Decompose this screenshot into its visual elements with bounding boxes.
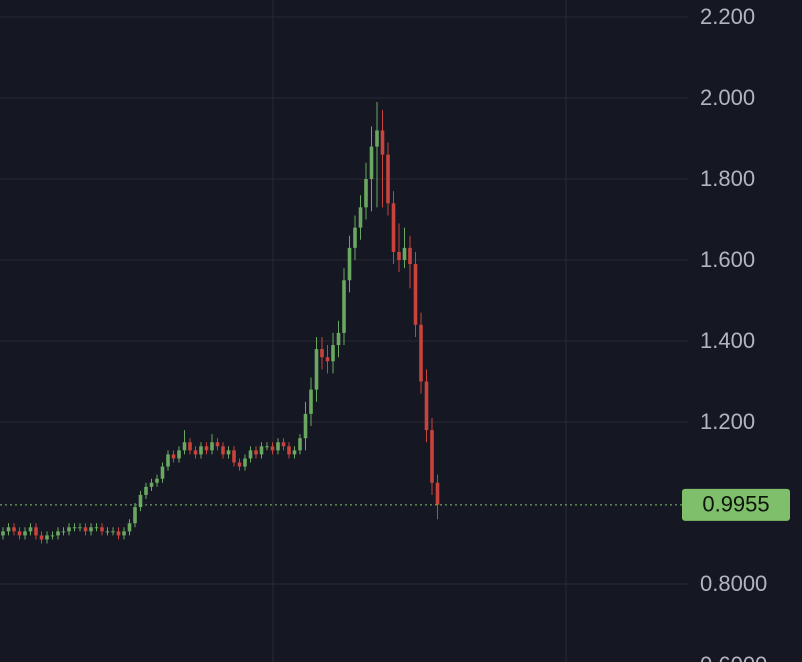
candle-body (171, 454, 176, 459)
candle-body (199, 446, 203, 455)
candle-body (188, 442, 192, 451)
candle-body (39, 535, 44, 540)
candle-body (221, 446, 225, 455)
candle-body (424, 381, 429, 431)
candle-body (287, 446, 291, 455)
candle-body (204, 446, 209, 451)
candle-body (347, 247, 352, 281)
candle-body (182, 442, 187, 451)
y-tick-label: 0.6000 (700, 652, 767, 662)
candle-body (23, 531, 27, 536)
candle-body (265, 446, 269, 448)
candle-body (292, 450, 297, 455)
candle-body (259, 446, 264, 455)
candle-body (193, 450, 198, 455)
candle-body (155, 478, 159, 483)
candle-body (298, 438, 302, 451)
candle-body (408, 247, 412, 265)
candle-body (67, 527, 71, 532)
candle-body (177, 450, 181, 459)
candle-body (386, 154, 390, 204)
candle-body (397, 251, 401, 261)
candle-body (243, 458, 247, 467)
candle-body (105, 531, 110, 533)
candle-body (89, 527, 93, 532)
candle-body (276, 442, 280, 451)
candle-body (281, 442, 286, 447)
candle-body (138, 494, 143, 508)
candle-body (34, 527, 38, 536)
candle-body (210, 442, 214, 451)
candle-body (149, 482, 154, 487)
candle-body (94, 527, 99, 529)
candle-body (1, 531, 5, 536)
y-tick-label: 1.200 (700, 409, 755, 434)
candle-body (127, 523, 132, 532)
candle-body (342, 280, 346, 333)
candle-body (430, 430, 434, 483)
candle-body (248, 450, 253, 459)
candle-body (358, 207, 363, 228)
candle-body (364, 179, 368, 208)
candle-body (232, 450, 236, 463)
candle-body (226, 450, 231, 455)
candle-body (413, 264, 418, 325)
candle-body (166, 454, 170, 467)
candle-body (391, 203, 396, 252)
candle-body (160, 466, 165, 479)
y-tick-label: 1.600 (700, 247, 755, 272)
y-tick-label: 2.000 (700, 85, 755, 110)
candle-body (28, 527, 33, 532)
candle-body (61, 531, 66, 533)
candle-body (254, 450, 258, 455)
candle-body (353, 227, 357, 248)
candle-body (45, 535, 49, 540)
candle-body (331, 345, 335, 362)
candle-body (72, 527, 77, 529)
candle-body (369, 146, 374, 180)
last-price-badge (682, 488, 790, 521)
candle-body (215, 442, 220, 447)
candle-body (325, 357, 330, 362)
candle-body (17, 531, 22, 536)
candle-body (100, 527, 104, 532)
candle-body (320, 349, 324, 358)
candle-body (122, 531, 126, 536)
candle-body (336, 332, 341, 346)
candle-body (375, 130, 379, 147)
candle-body (133, 507, 137, 524)
candle-body (435, 482, 440, 505)
candle-body (144, 486, 148, 495)
candle-body (56, 531, 60, 536)
candle-body (270, 446, 275, 451)
last-price-label: 0.9955 (702, 492, 769, 517)
candle-body (402, 247, 407, 261)
candle-body (83, 527, 88, 532)
candle-body (111, 531, 115, 533)
candle-body (419, 324, 423, 382)
candle-body (237, 462, 242, 467)
candle-body (303, 413, 308, 439)
candle-body (314, 349, 319, 390)
candle-body (78, 527, 82, 529)
y-tick-label: 0.8000 (700, 571, 767, 596)
candle-body (309, 389, 313, 414)
candle-body (380, 130, 385, 155)
y-tick-label: 1.800 (700, 166, 755, 191)
candle-body (116, 531, 121, 536)
y-tick-label: 2.200 (700, 4, 755, 29)
candle-body (6, 527, 11, 532)
candle-body (12, 527, 16, 532)
candle-body (50, 535, 55, 537)
y-tick-label: 1.400 (700, 328, 755, 353)
